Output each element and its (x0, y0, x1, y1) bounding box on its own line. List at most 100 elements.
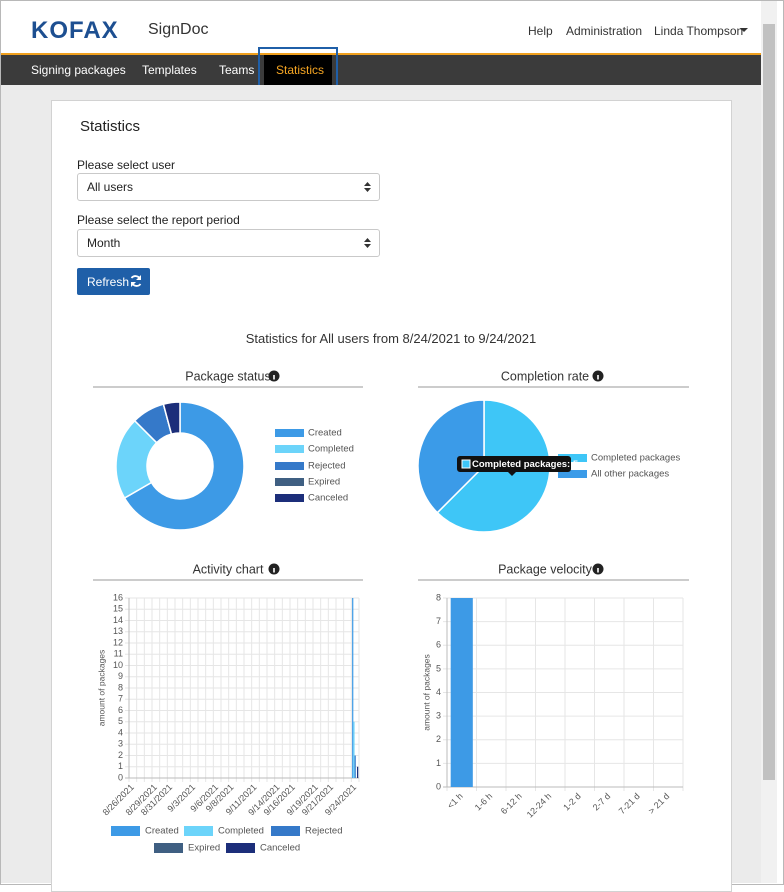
x-tick-label: 6-12 h (499, 791, 524, 816)
y-tick-label: 7 (436, 616, 441, 626)
user-caret (740, 28, 748, 32)
y-tick-label: 6 (436, 640, 441, 650)
refresh-button[interactable] (77, 268, 150, 295)
legend-swatch (271, 826, 300, 836)
x-tick-label: 1-6 h (473, 791, 495, 813)
legend-swatch (111, 826, 140, 836)
x-tick-label: 1-2 d (561, 791, 583, 813)
chart-title: Package velocity (498, 562, 593, 576)
period-value: Month (87, 236, 121, 250)
legend-label: Completed (218, 826, 264, 837)
y-tick-label: 6 (118, 705, 123, 715)
nav-templates[interactable]: Templates (142, 63, 197, 77)
user-menu[interactable]: Linda Thompson (654, 24, 744, 38)
chart-title: Activity chart (193, 562, 264, 576)
y-tick-label: 4 (436, 687, 441, 697)
legend-swatch (275, 429, 304, 437)
y-axis-title: amount of packages (96, 650, 106, 727)
user-label: Please select user (77, 158, 176, 172)
info-icon-dot (597, 375, 599, 380)
product-name: SignDoc (148, 21, 209, 38)
bar (354, 755, 356, 778)
legend-swatch (154, 843, 183, 853)
nav-statistics[interactable]: Statistics (276, 63, 325, 77)
y-tick-label: 8 (118, 682, 123, 692)
legend-swatch (275, 494, 304, 502)
nav-signing-packages[interactable]: Signing packages (31, 63, 126, 77)
y-tick-label: 8 (436, 592, 441, 602)
user-select[interactable] (77, 173, 380, 201)
charts: Package status Created Completed Rejected Ex… (93, 369, 689, 854)
legend-label: Expired (308, 477, 340, 488)
header (1, 1, 761, 53)
y-tick-label: 2 (436, 734, 441, 744)
x-tick-label: 12-24 h (525, 791, 554, 820)
report-title: Statistics for All users from 8/24/2021 … (245, 331, 537, 346)
select-arrows (364, 238, 371, 248)
x-tick-label: <1 h (445, 791, 465, 811)
bar (353, 721, 355, 778)
y-tick-label: 15 (113, 604, 123, 614)
y-tick-label: 4 (118, 727, 123, 737)
refresh-icon (130, 275, 142, 287)
x-tick-label: 7-21 d (617, 791, 642, 816)
refresh-label: Refresh (87, 275, 130, 289)
y-tick-label: 14 (113, 615, 123, 625)
legend-label: Completed packages (591, 453, 680, 464)
y-tick-label: 10 (113, 660, 123, 670)
info-icon-dot (597, 568, 599, 573)
bar (352, 598, 354, 778)
slice (162, 401, 181, 436)
y-tick-label: 11 (114, 649, 123, 659)
slice (123, 401, 245, 531)
logo: KOFAX (31, 17, 119, 44)
legend-label: Rejected (308, 461, 346, 472)
y-tick-label: 0 (436, 781, 441, 791)
info-icon-dot (273, 568, 275, 573)
legend-swatch (275, 462, 304, 470)
x-tick-label: 2-7 d (591, 791, 613, 813)
legend-label: Created (308, 428, 342, 439)
select-arrows (364, 182, 371, 192)
user-value: All users (87, 180, 134, 194)
tooltip-box (457, 456, 571, 476)
legend-swatch (226, 843, 255, 853)
bar (450, 598, 473, 787)
scrollbar-thumb (763, 24, 775, 780)
y-tick-label: 1 (436, 758, 441, 768)
legend-label: Rejected (305, 826, 343, 837)
header-accent (1, 53, 761, 55)
y-tick-label: 1 (118, 761, 123, 771)
legend-swatch (275, 478, 304, 486)
slice (417, 399, 485, 514)
period-select[interactable] (77, 229, 380, 257)
y-axis-title: amount of packages (421, 654, 431, 731)
nav-teams[interactable]: Teams (219, 63, 255, 77)
tooltip-swatch (461, 459, 471, 469)
nav-active-bg (264, 55, 332, 85)
legend-label: Completed (308, 444, 354, 455)
legend-label: All other packages (591, 469, 669, 480)
y-tick-label: 5 (118, 716, 123, 726)
help-link[interactable]: Help (528, 24, 553, 38)
y-tick-label: 0 (118, 772, 123, 782)
period-label: Please select the report period (77, 213, 240, 227)
y-tick-label: 2 (118, 750, 123, 760)
tooltip-text: Completed packages: 5 (472, 459, 579, 470)
y-tick-label: 13 (113, 626, 123, 636)
chart-title: Package status (185, 369, 270, 383)
legend-label: Expired (188, 843, 220, 854)
administration-link[interactable]: Administration (566, 24, 643, 38)
y-tick-label: 16 (113, 592, 123, 602)
legend-label: Canceled (308, 493, 348, 504)
x-tick-label: > 21 d (646, 791, 671, 816)
legend-swatch (558, 470, 587, 478)
page-title: Statistics (80, 118, 141, 135)
chart-title: Completion rate (501, 369, 589, 383)
y-tick-label: 12 (113, 637, 123, 647)
bar (357, 766, 359, 778)
y-tick-label: 7 (118, 694, 123, 704)
nav-bar (1, 55, 761, 85)
y-tick-label: 3 (118, 739, 123, 749)
